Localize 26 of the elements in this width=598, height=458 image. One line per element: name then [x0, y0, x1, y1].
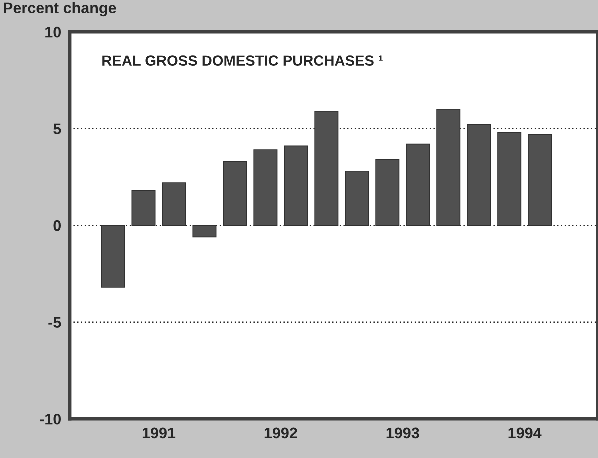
bar — [101, 225, 126, 288]
x-tick-label: 1992 — [264, 428, 298, 439]
bar — [132, 190, 156, 226]
y-tick-label: -5 — [48, 317, 62, 328]
bar — [192, 225, 217, 238]
y-tick-label: 10 — [46, 26, 62, 38]
y-tick-label: 5 — [54, 124, 62, 134]
y-axis-title: Percent change — [4, 2, 116, 17]
x-tick-label: 1991 — [142, 428, 176, 439]
bar — [314, 110, 339, 226]
y-tick-label: 0 — [54, 220, 62, 232]
bar — [162, 182, 186, 226]
text: REAL GROSS DOMESTIC PURCHASES ¹ — [102, 56, 383, 66]
bar — [406, 144, 430, 226]
x-tick-label: 1994 — [508, 428, 542, 439]
bar — [528, 134, 552, 226]
bar — [467, 124, 492, 226]
bar — [436, 109, 461, 226]
bar — [223, 161, 248, 226]
y-tick-label: -10 — [40, 414, 62, 425]
bar — [254, 150, 278, 226]
bar — [498, 132, 522, 226]
bar — [376, 159, 400, 226]
bar — [284, 146, 308, 226]
bar — [345, 170, 370, 226]
x-tick-label: 1993 — [386, 428, 420, 439]
